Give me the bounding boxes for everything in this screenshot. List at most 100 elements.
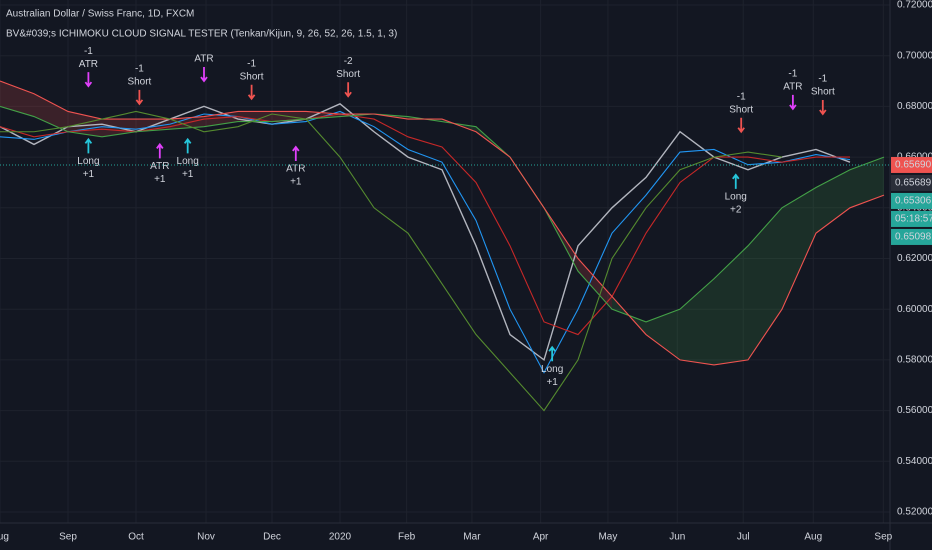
signal: ATR +1 [286,145,305,188]
signal-label: +1 [83,169,95,180]
cloud-fill [34,93,68,132]
y-tick-label: 0.56000 [897,405,932,416]
x-tick-label: 2020 [329,532,352,543]
cloud-fill [816,169,850,234]
y-tick-label: 0.52000 [897,507,932,518]
x-tick-label: Aug [0,532,9,543]
signal-arrow [135,89,144,106]
price-label-box [891,228,932,245]
chart-title: Australian Dollar / Swiss Franc, 1D, FXC… [6,9,194,20]
signal: -1 Short [811,74,835,116]
x-tick-label: Jun [669,532,685,543]
signal: Long +1 [177,137,199,180]
signal-label: Short [811,87,835,98]
signal-arrow [292,145,300,161]
price-label-box [891,156,932,173]
x-tick-label: Apr [533,532,549,543]
signal-label: ATR [79,59,98,70]
signal-label: Short [240,71,264,82]
y-tick-label: 0.62000 [897,253,932,264]
signal-arrow [84,72,93,88]
signal-label: Short [336,69,360,80]
signal-label: ATR [286,164,305,175]
signal-label: -1 [135,64,144,75]
cloud-fill [238,111,272,122]
signal-arrow [200,67,208,83]
y-tick-label: 0.54000 [897,456,932,467]
y-tick-label: 0.58000 [897,355,932,366]
cloud-fill [0,81,34,117]
grid [0,0,890,523]
y-tick-label: 0.72000 [897,0,932,11]
signal-label: +1 [546,377,558,388]
price-label-box [891,174,932,191]
x-tick-label: Nov [197,532,215,543]
chart-subtitle: BV&#039;s ICHIMOKU CLOUD SIGNAL TESTER (… [6,29,397,40]
signal: -2 Short [336,56,360,98]
signal: -1 Short [127,64,152,106]
signal-arrow [548,345,556,362]
x-tick-label: Aug [804,532,822,543]
signal-label: Long [77,156,99,167]
signal-label: -1 [818,74,827,85]
y-tick-label: 0.70000 [897,50,932,61]
series-line [0,103,851,362]
price-label: 0.65689 [895,178,932,189]
signal-arrow [819,100,827,116]
signal-arrow [156,142,164,159]
signal: -1 ATR [783,69,803,111]
x-tick-label: May [598,532,617,543]
signal-arrow [732,173,740,189]
signal-label: Short [127,77,151,88]
signal-arrow [183,137,192,154]
series-line [0,80,885,366]
cloud-fill [578,258,612,310]
series-line [0,110,783,412]
price-label-box [891,192,932,209]
x-tick-label: Feb [398,532,416,543]
signal-label: ATR [194,54,213,65]
series-line [0,105,885,323]
x-tick-label: Sep [874,532,892,543]
cloud-fill [680,278,714,365]
signal-label: ATR [783,82,802,93]
signal-label: Short [729,104,753,115]
signal: Long +2 [725,173,747,215]
signal-label: Long [541,364,563,375]
price-label: 0.65690 [895,160,932,171]
signal-arrow [344,82,352,98]
signal-label: Long [725,191,747,202]
cloud-fill [850,157,884,208]
cloud-fill [646,309,680,360]
signal-label: -1 [84,46,93,57]
signal-label: +1 [154,174,166,185]
signal-label: +1 [182,169,194,180]
signal: ATR +1 [150,142,169,185]
cloud-fill [306,111,340,120]
signal-arrow [247,84,256,101]
signal-label: -1 [737,91,746,102]
signal: -1 ATR [79,46,98,88]
y-tick-label: 0.68000 [897,101,932,112]
price-label: 0.65098 [895,232,932,243]
signal: -1 Short [729,91,753,134]
signal-label: ATR [150,161,169,172]
x-tick-label: Jul [737,532,750,543]
price-label: 05:18:57 [895,214,932,225]
signal-arrow [84,137,93,154]
signal: -1 Short [240,58,264,101]
signal-label: -1 [247,58,256,69]
price-label: 0.65306 [895,196,932,207]
signal-label: -2 [344,56,353,67]
x-tick-label: Dec [263,532,281,543]
signal: ATR [194,54,214,83]
x-tick-label: Mar [463,532,481,543]
x-tick-label: Oct [128,532,144,543]
signal-arrow [789,94,797,111]
signal-arrow [737,117,745,134]
x-tick-label: Sep [59,532,77,543]
y-tick-label: 0.60000 [897,304,932,315]
signal: Long +1 [77,137,100,180]
